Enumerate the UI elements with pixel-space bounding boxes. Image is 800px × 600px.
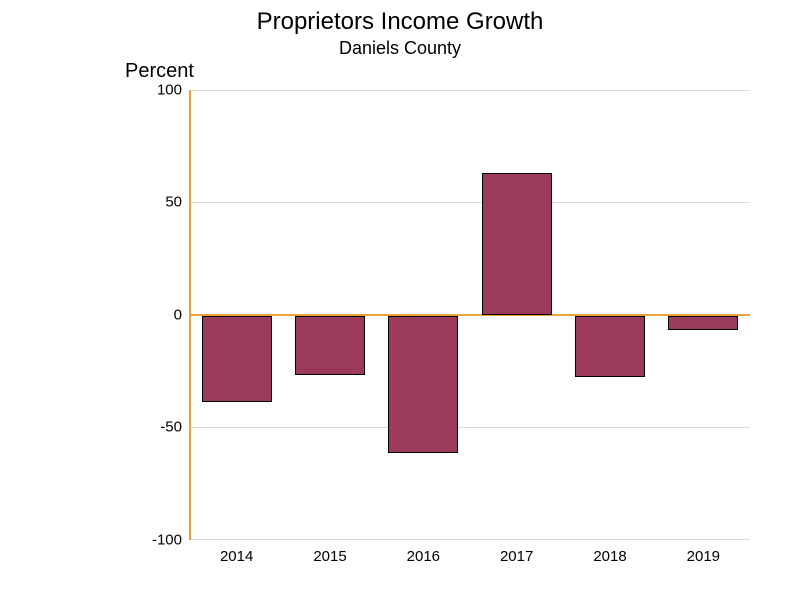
bar-2019 [668,316,738,330]
x-tick-label: 2017 [500,548,533,565]
y-tick-label: 0 [122,307,182,324]
gridline [190,427,750,428]
chart-title: Proprietors Income Growth [0,8,800,36]
y-tick-label: 50 [122,194,182,211]
bar-2017 [482,173,552,315]
x-tick-label: 2016 [407,548,440,565]
gridline [190,202,750,203]
bar-2016 [388,316,458,453]
bar-2014 [202,316,272,402]
bar-2018 [575,316,645,377]
y-tick-label: -50 [122,419,182,436]
x-tick-label: 2015 [313,548,346,565]
plot-area [190,90,750,540]
y-axis-line [189,90,191,540]
y-tick-label: 100 [122,82,182,99]
zero-line [190,314,750,316]
gridline [190,539,750,540]
bar-2015 [295,316,365,375]
x-tick-label: 2018 [593,548,626,565]
y-tick-label: -100 [122,532,182,549]
x-tick-label: 2014 [220,548,253,565]
x-tick-label: 2019 [687,548,720,565]
y-axis-label: Percent [125,60,194,83]
chart-container: Proprietors Income Growth Daniels County… [0,0,800,600]
chart-subtitle: Daniels County [0,38,800,59]
gridline [190,90,750,91]
